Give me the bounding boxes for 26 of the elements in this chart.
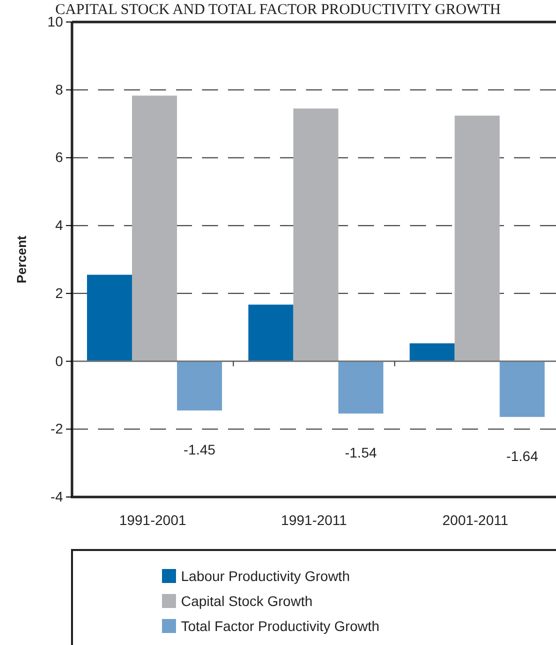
data-label: -1.64 [506, 448, 538, 464]
x-tick-label: 1991-2001 [119, 512, 186, 528]
y-tick-label: 0 [55, 352, 64, 369]
y-tick-label: -2 [50, 420, 64, 437]
data-label: -1.54 [344, 444, 377, 461]
bar [248, 304, 294, 362]
y-tick-label: 2 [55, 284, 64, 301]
x-tick-label: 2001-2011 [442, 512, 508, 528]
bar [500, 361, 545, 417]
y-tick-label: 6 [55, 149, 64, 166]
legend-label: Total Factor Productivity Growth [181, 618, 380, 634]
bar [338, 361, 384, 414]
legend-label: Capital Stock Growth [181, 593, 312, 609]
legend-label: Labour Productivity Growth [181, 568, 350, 584]
y-tick-label: -4 [50, 488, 64, 504]
x-tick-label: 1991-2011 [281, 512, 348, 528]
data-label: -1.45 [184, 441, 216, 458]
bar [293, 108, 338, 362]
bar [454, 116, 500, 362]
y-tick-label: 8 [55, 81, 64, 98]
bar [87, 274, 132, 362]
y-axis-title: Percent [14, 234, 29, 284]
bar [410, 343, 455, 362]
bar [132, 96, 177, 362]
bar [177, 361, 222, 410]
y-tick-label: 4 [55, 217, 64, 234]
